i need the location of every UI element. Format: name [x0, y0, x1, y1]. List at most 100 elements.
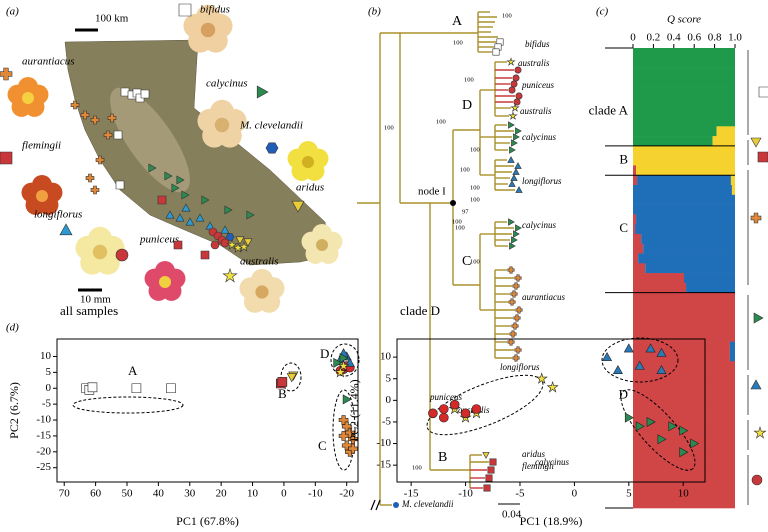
map-point [176, 175, 185, 185]
q-bar [635, 224, 735, 235]
support-value: 100 [470, 146, 480, 153]
scatter-point [438, 412, 449, 423]
tip-marker [510, 80, 518, 88]
q-bar [633, 370, 735, 382]
map-point [103, 130, 113, 140]
tip-marker [515, 186, 523, 193]
q-bar [730, 175, 735, 186]
tip-marker [515, 92, 523, 100]
support-value: 100 [436, 118, 446, 125]
q-bar [633, 155, 735, 166]
species-symbol [0, 151, 13, 165]
y-tick-label: 10 [380, 351, 392, 363]
map-point [185, 217, 195, 226]
tip-marker [507, 266, 515, 274]
tip-marker [509, 330, 517, 338]
q-bar [633, 361, 735, 372]
q-bar [633, 380, 735, 391]
q-bar [633, 233, 642, 245]
central-valley [110, 87, 190, 193]
x-tick-label: 0.4 [667, 32, 681, 44]
species-symbol [265, 142, 279, 154]
x-tick-label: 5 [626, 488, 632, 500]
category-label: C [619, 220, 628, 235]
q-bar [633, 214, 637, 225]
scatter-point [668, 421, 678, 432]
scatter-point [342, 394, 352, 405]
plot-frame [396, 338, 706, 483]
y-tick-label: -15 [36, 429, 51, 441]
group-symbol [757, 151, 768, 163]
y-tick-label: -20 [36, 445, 51, 457]
support-value: 100 [384, 124, 394, 131]
node-dot [450, 200, 456, 206]
map-point [85, 173, 95, 183]
tip-marker [513, 230, 520, 238]
group-symbol [750, 212, 762, 224]
q-bar [633, 175, 638, 186]
tip-marker [489, 458, 497, 466]
q-bar [633, 77, 735, 88]
x-tick-label: 70 [59, 488, 71, 500]
y-tick-label: 10 [40, 350, 52, 362]
scatter-point [438, 404, 449, 414]
support-value: 97 [462, 208, 469, 215]
flower-center [302, 156, 314, 168]
species-symbol [178, 3, 192, 17]
panel-label: (a) [6, 6, 19, 18]
tip-marker [485, 474, 493, 482]
tip-marker [506, 57, 516, 66]
support-value: 100 [464, 76, 474, 83]
support-value: 100 [502, 12, 512, 19]
species-label: flemingii [22, 140, 61, 152]
support-value: 100 [470, 196, 480, 203]
annotation: D [320, 346, 329, 361]
tip-label: flemingii [522, 461, 554, 471]
tip-marker [509, 242, 516, 250]
q-bar [633, 273, 684, 284]
tip-marker [510, 174, 518, 181]
map-point [220, 225, 230, 234]
map-point [113, 130, 123, 140]
scatter-point [338, 431, 349, 441]
tip-label: aurantiacus [522, 292, 565, 302]
q-bar [633, 400, 735, 411]
annotation: longiflorus [500, 362, 540, 372]
scatter-point [679, 447, 689, 458]
support-value: 100 [412, 464, 422, 471]
scatter-point [460, 408, 471, 419]
map-point [90, 115, 100, 125]
tip-marker [507, 156, 515, 163]
x-axis-label: PC1 (67.8%) [176, 514, 239, 528]
q-bar [633, 351, 730, 362]
flower-center [316, 239, 328, 251]
y-tick-label: 0 [386, 394, 392, 406]
map-point [173, 240, 183, 250]
scatter-point [602, 352, 613, 362]
tip-label: aridus [522, 449, 546, 459]
scatter-point [656, 347, 667, 357]
y-tick-label: 5 [46, 366, 52, 378]
flower-center [200, 22, 216, 38]
scatter-point [612, 364, 623, 375]
x-tick-label: 0 [572, 488, 578, 500]
break-mark [370, 499, 376, 511]
support-value: 100 [455, 224, 465, 231]
species-label: puniceus [139, 234, 179, 246]
cluster-ellipse [601, 337, 679, 383]
axis-title: Q score [667, 14, 701, 26]
map-point [165, 210, 175, 219]
q-bar [633, 57, 735, 68]
scale-label: 0.04 [502, 509, 522, 521]
tip-marker [511, 322, 519, 330]
species-label: bifidus [200, 4, 230, 16]
q-bar [633, 478, 735, 489]
scatter-point [679, 425, 689, 436]
q-bar [633, 439, 735, 450]
annotation: C [318, 438, 327, 453]
q-bar [638, 253, 735, 264]
map-point [171, 183, 180, 193]
species-symbol [59, 223, 73, 236]
map-point [226, 239, 238, 250]
